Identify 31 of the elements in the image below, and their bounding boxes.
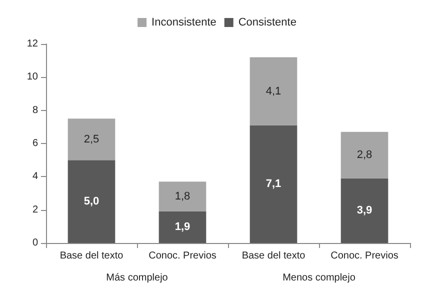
- bar: [158, 211, 206, 243]
- bar: [250, 125, 298, 243]
- data-label: 5,0: [84, 196, 100, 208]
- bar: [68, 160, 116, 243]
- data-label: 3,9: [356, 204, 372, 217]
- bar: [68, 118, 116, 160]
- y-tick-label: 8: [32, 104, 38, 116]
- y-tick-label: 10: [26, 72, 38, 83]
- text: Más complejo: [106, 272, 168, 284]
- data-label: 2,8: [356, 149, 372, 162]
- x-tick-label: Conoc. Previos: [330, 250, 398, 262]
- y-tick-label: 2: [32, 204, 38, 216]
- y-tick-label: 6: [32, 138, 38, 149]
- y-tick-label: 4: [32, 171, 38, 182]
- y-tick-label: 0: [32, 238, 38, 248]
- x-tick-label: Base del texto: [242, 250, 306, 262]
- bar: [250, 57, 298, 126]
- data-label: 1,8: [174, 190, 190, 203]
- data-label: 2,5: [84, 133, 100, 146]
- bar: [340, 132, 388, 178]
- text: Menos complejo: [282, 272, 356, 284]
- bar: [158, 182, 206, 212]
- data-label: 7,1: [266, 178, 282, 190]
- y-tick-label: 12: [26, 38, 38, 50]
- legend-label: Inconsistente: [152, 16, 216, 28]
- bar: [340, 178, 388, 243]
- data-label: 1,9: [174, 221, 190, 234]
- x-tick-label: Base del texto: [60, 250, 124, 262]
- data-label: 4,1: [266, 85, 282, 98]
- x-tick-label: Conoc. Previos: [148, 250, 216, 262]
- legend-label: Consistente: [238, 16, 296, 28]
